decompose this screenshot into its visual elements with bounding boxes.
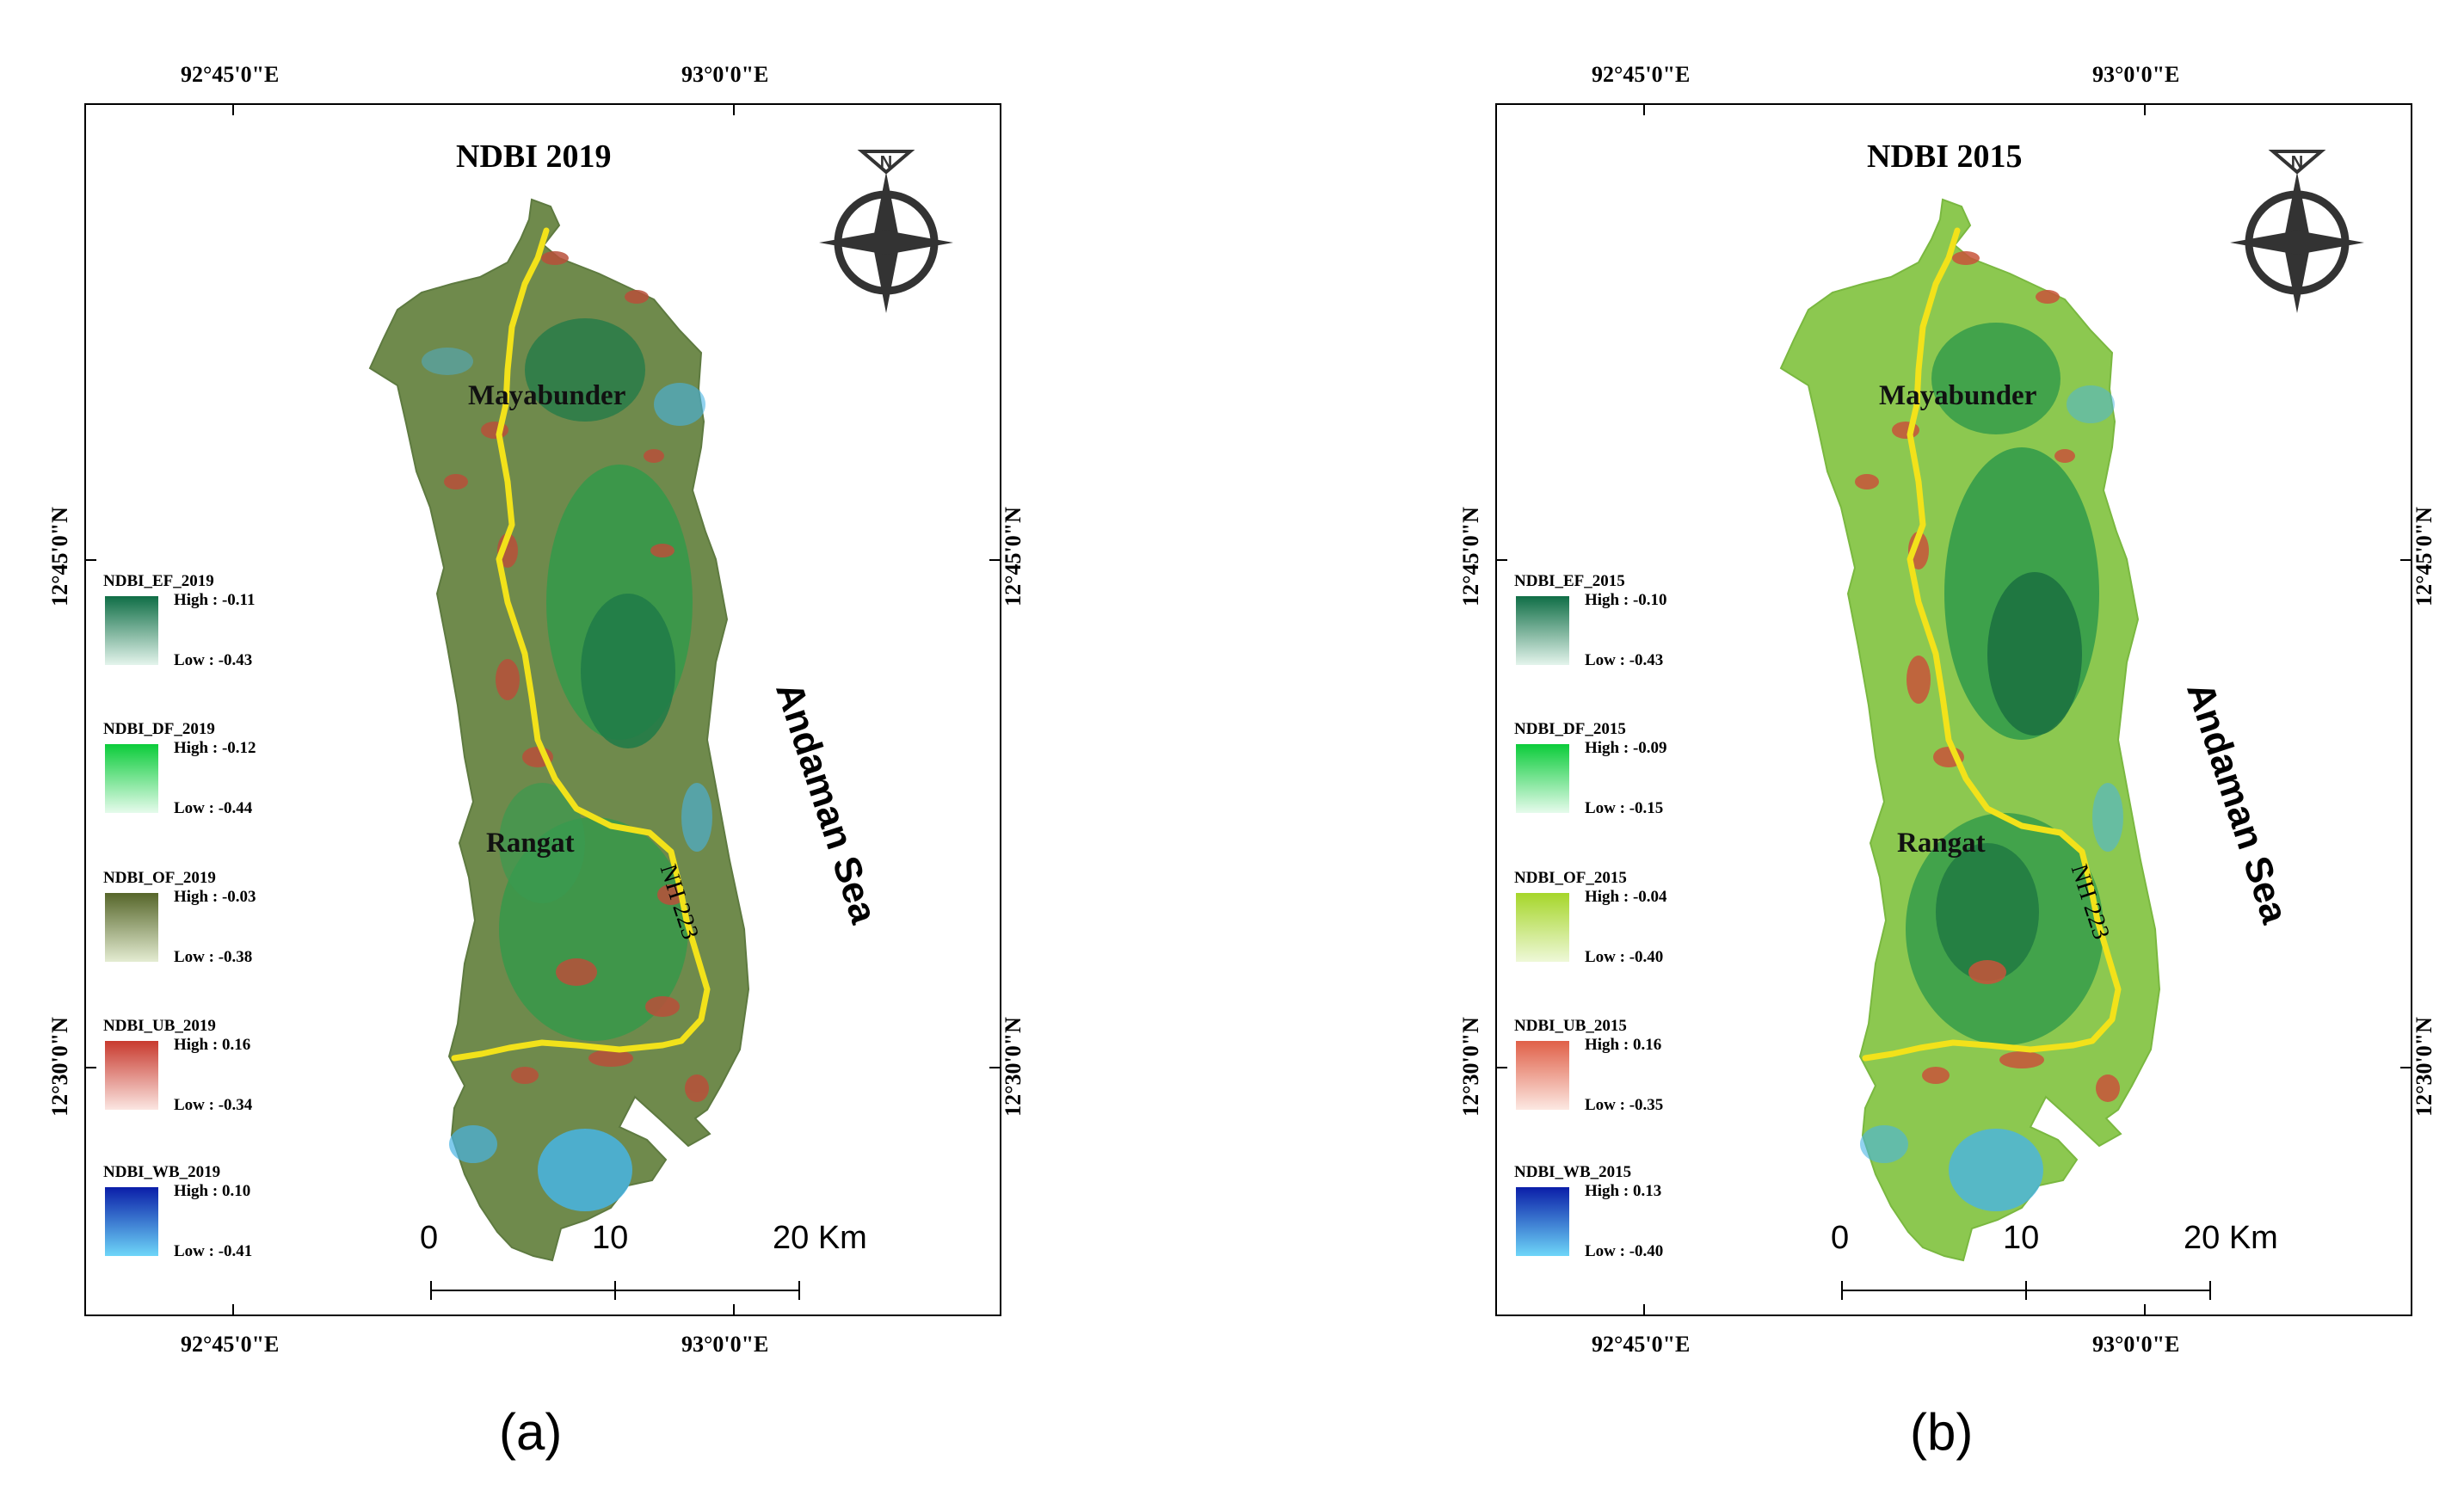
map-panel-a: 92°45'0"E 93°0'0"E 92°45'0"E 93°0'0"E 12…: [47, 0, 1058, 1490]
legend-title: NDBI_DF_2019: [103, 720, 215, 738]
legend-title: NDBI_OF_2019: [103, 869, 216, 887]
nh223-road: [1862, 227, 2122, 1062]
legend-swatch: [1516, 1187, 1569, 1256]
bottom-coord-left: 92°45'0"E: [1592, 1332, 1691, 1357]
legend-low: Low : -0.40: [1585, 948, 1664, 966]
legend-low: Low : -0.43: [174, 651, 253, 669]
legend-high: High : -0.12: [174, 739, 256, 757]
legend-high: High : -0.03: [174, 888, 256, 906]
legend-low: Low : -0.41: [174, 1242, 253, 1260]
legend-title: NDBI_WB_2019: [103, 1163, 221, 1181]
legend-item: NDBI_UB_2019 High : 0.16 Low : -0.34: [103, 1017, 318, 1154]
legend-title: NDBI_EF_2015: [1514, 572, 1625, 590]
scale-label-10: 10: [592, 1220, 629, 1256]
place-label-mayabunder: Mayabunder: [1879, 380, 2037, 411]
island-map: [1779, 198, 2161, 1262]
legend-title: NDBI_UB_2019: [103, 1017, 216, 1035]
legend-swatch: [1516, 744, 1569, 813]
scale-tick: [798, 1281, 800, 1300]
legend-item: NDBI_DF_2015 High : -0.09 Low : -0.15: [1514, 720, 1729, 858]
legend-swatch: [1516, 893, 1569, 962]
island-map: [368, 198, 750, 1262]
legend-item: NDBI_OF_2015 High : -0.04 Low : -0.40: [1514, 869, 1729, 1007]
panel-caption: (b): [1910, 1403, 1974, 1461]
legend-high: High : -0.04: [1585, 888, 1667, 906]
scale-tick: [614, 1281, 616, 1300]
place-label-rangat: Rangat: [486, 828, 575, 859]
legend-item: NDBI_OF_2019 High : -0.03 Low : -0.38: [103, 869, 318, 1007]
legend-swatch: [105, 1187, 158, 1256]
legend-high: High : -0.11: [174, 591, 256, 609]
legend-high: High : 0.13: [1585, 1182, 1662, 1200]
top-coord-right: 93°0'0"E: [2092, 62, 2180, 87]
bottom-coord-right: 93°0'0"E: [2092, 1332, 2180, 1357]
panel-caption: (a): [499, 1403, 563, 1461]
place-label-rangat: Rangat: [1897, 828, 1986, 859]
map-panel-b: 92°45'0"E 93°0'0"E 92°45'0"E 93°0'0"E 12…: [1458, 0, 2464, 1490]
scale-label-0: 0: [420, 1220, 439, 1256]
legend-low: Low : -0.38: [174, 948, 253, 966]
legend-item: NDBI_UB_2015 High : 0.16 Low : -0.35: [1514, 1017, 1729, 1154]
legend-low: Low : -0.40: [1585, 1242, 1664, 1260]
legend-high: High : 0.10: [174, 1182, 251, 1200]
scale-label-0: 0: [1831, 1220, 1850, 1256]
legend-title: NDBI_UB_2015: [1514, 1017, 1627, 1035]
legend-swatch: [1516, 1041, 1569, 1110]
legend-high: High : 0.16: [1585, 1036, 1662, 1054]
legend-low: Low : -0.43: [1585, 651, 1664, 669]
legend-swatch: [1516, 596, 1569, 665]
legend-swatch: [105, 893, 158, 962]
map-title: NDBI 2019: [456, 139, 612, 175]
legend-swatch: [105, 1041, 158, 1110]
north-label: N: [2291, 153, 2303, 172]
scale-label-10: 10: [2003, 1220, 2040, 1256]
scale-label-20: 20 Km: [2184, 1220, 2278, 1256]
legend-low: Low : -0.34: [174, 1096, 253, 1114]
scale-label-20: 20 Km: [773, 1220, 867, 1256]
legend-item: NDBI_WB_2019 High : 0.10 Low : -0.41: [103, 1163, 318, 1301]
scale-tick: [2025, 1281, 2027, 1300]
legend-high: High : -0.10: [1585, 591, 1667, 609]
bottom-coord-left: 92°45'0"E: [181, 1332, 280, 1357]
legend-swatch: [105, 744, 158, 813]
legend-title: NDBI_EF_2019: [103, 572, 214, 590]
legend-low: Low : -0.15: [1585, 799, 1664, 817]
top-coord-left: 92°45'0"E: [1592, 62, 1691, 87]
legend-item: NDBI_EF_2019 High : -0.11 Low : -0.43: [103, 572, 318, 710]
place-label-mayabunder: Mayabunder: [468, 380, 626, 411]
map-title: NDBI 2015: [1867, 139, 2023, 175]
north-label: N: [880, 153, 892, 172]
legend-item: NDBI_WB_2015 High : 0.13 Low : -0.40: [1514, 1163, 1729, 1301]
scale-tick: [2209, 1281, 2211, 1300]
bottom-coord-right: 93°0'0"E: [681, 1332, 769, 1357]
legend-title: NDBI_WB_2015: [1514, 1163, 1632, 1181]
north-arrow-icon: N: [2230, 150, 2364, 313]
legend-high: High : 0.16: [174, 1036, 251, 1054]
top-coord-left: 92°45'0"E: [181, 62, 280, 87]
legend-high: High : -0.09: [1585, 739, 1667, 757]
legend-title: NDBI_OF_2015: [1514, 869, 1627, 887]
legend-title: NDBI_DF_2015: [1514, 720, 1626, 738]
scale-tick: [1841, 1281, 1843, 1300]
nh223-road: [451, 227, 711, 1062]
legend-item: NDBI_EF_2015 High : -0.10 Low : -0.43: [1514, 572, 1729, 710]
legend-low: Low : -0.35: [1585, 1096, 1664, 1114]
scale-tick: [430, 1281, 432, 1300]
legend-low: Low : -0.44: [174, 799, 253, 817]
legend-swatch: [105, 596, 158, 665]
north-arrow-icon: N: [819, 150, 953, 313]
top-coord-right: 93°0'0"E: [681, 62, 769, 87]
legend-item: NDBI_DF_2019 High : -0.12 Low : -0.44: [103, 720, 318, 858]
